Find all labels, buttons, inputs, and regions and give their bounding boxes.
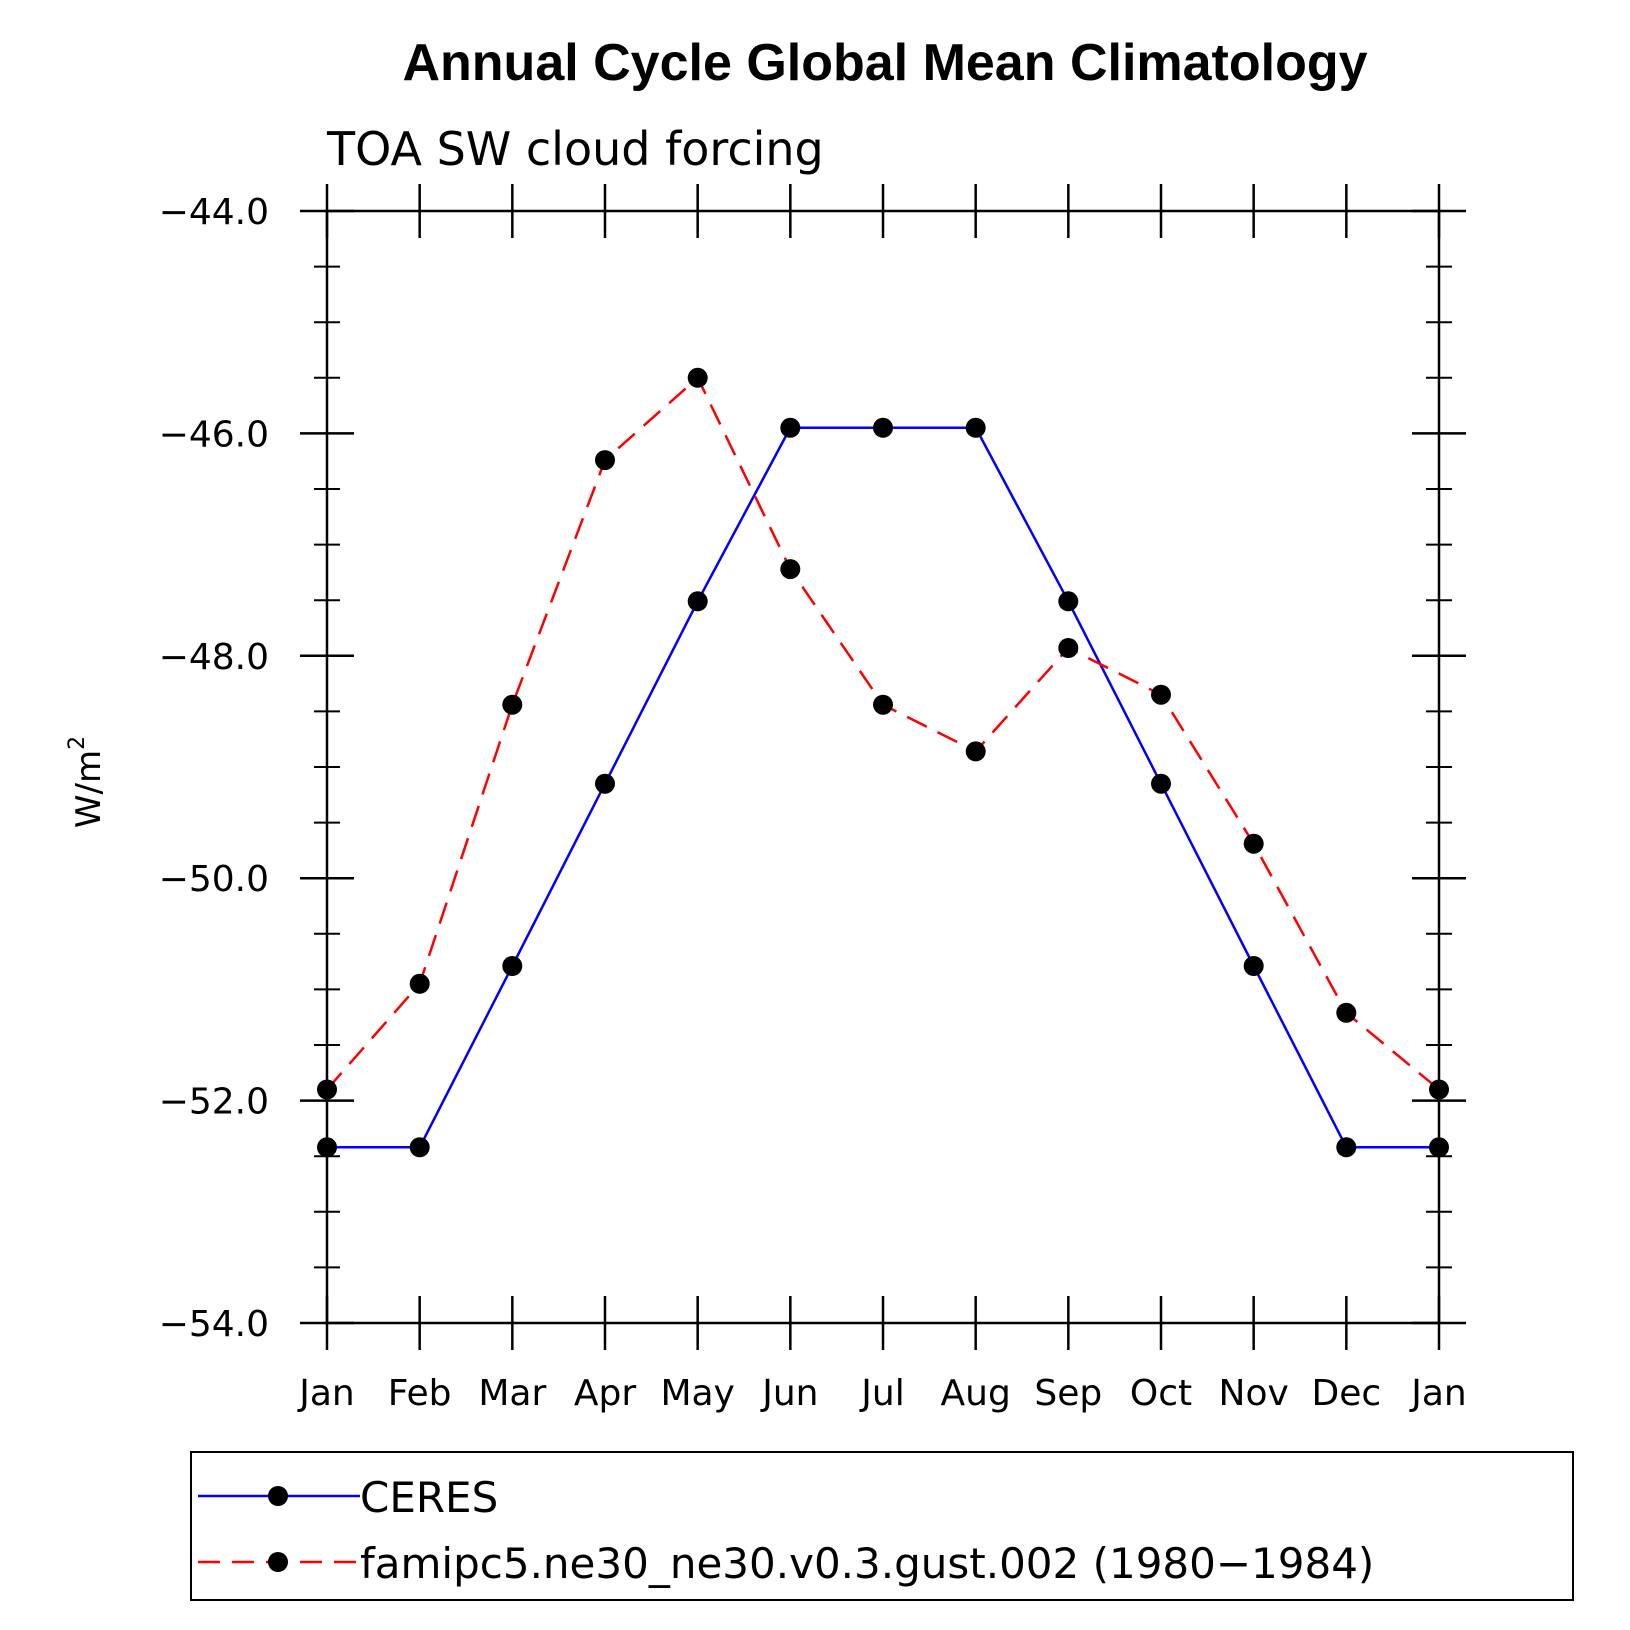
- y-axis-label: W/m2: [65, 736, 109, 828]
- data-point-series-0: [595, 773, 615, 794]
- legend-box: [190, 1451, 1574, 1601]
- data-point-series-0: [1151, 773, 1171, 794]
- series-lines: [326, 375, 1440, 1149]
- data-point-series-1: [1336, 1002, 1357, 1023]
- series-line-0: [327, 426, 1439, 1149]
- data-point-series-0: [965, 417, 986, 438]
- x-tick-label: Nov: [1219, 1373, 1289, 1414]
- legend-label-model: famipc5.ne30_ne30.v0.3.gust.002 (1980−19…: [360, 1539, 1374, 1588]
- data-point-series-0: [873, 417, 893, 438]
- y-tick-label: −44.0: [159, 192, 269, 233]
- data-point-series-1: [595, 450, 615, 471]
- legend-marker-ceres: [268, 1486, 288, 1506]
- data-point-series-0: [687, 591, 708, 612]
- data-point-series-0: [780, 417, 801, 438]
- legend-marker-model: [268, 1552, 288, 1572]
- data-point-series-1: [409, 973, 430, 994]
- x-tick-label: Mar: [478, 1373, 546, 1414]
- data-point-series-1: [502, 694, 523, 715]
- x-tick-label: Oct: [1130, 1373, 1192, 1414]
- data-point-series-0: [1336, 1137, 1357, 1158]
- data-point-series-0: [409, 1137, 430, 1158]
- x-tick-label: Aug: [941, 1373, 1011, 1414]
- y-axis-label-superscript: 2: [65, 736, 90, 750]
- x-tick-label: Jan: [1409, 1373, 1467, 1414]
- x-tick-label: Apr: [574, 1373, 636, 1414]
- data-point-series-1: [873, 694, 893, 715]
- y-axis-label-text: W/m: [69, 750, 109, 828]
- series-markers: [317, 367, 1449, 1158]
- y-tick-labels: −44.0 −46.0 −48.0 −50.0 −52.0 −54.0: [159, 192, 269, 1345]
- y-tick-label: −50.0: [159, 859, 269, 900]
- x-tick-label: Feb: [388, 1373, 452, 1414]
- y-tick-label: −52.0: [159, 1082, 269, 1123]
- chart-title: Annual Cycle Global Mean Climatology: [402, 34, 1367, 92]
- data-point-series-0: [1058, 591, 1079, 612]
- y-tick-label: −54.0: [159, 1304, 269, 1345]
- x-tick-labels: Jan Feb Mar Apr May Jun Jul Aug Sep Oct Nov Dec Jan: [297, 1373, 1467, 1414]
- y-tick-label: −48.0: [159, 637, 269, 678]
- y-tick-label: −46.0: [159, 414, 269, 455]
- x-tick-label: Jan: [297, 1373, 355, 1414]
- data-point-series-0: [502, 956, 523, 976]
- x-tick-label: Dec: [1311, 1373, 1381, 1414]
- chart-subtitle: TOA SW cloud forcing: [326, 122, 824, 176]
- x-tick-label: Jul: [859, 1373, 904, 1414]
- axis-ticks: [300, 184, 1466, 1350]
- x-tick-label: Sep: [1034, 1373, 1102, 1414]
- legend: CERES famipc5.ne30_ne30.v0.3.gust.002 (1…: [190, 1451, 1574, 1601]
- plot-frame: [325, 209, 1441, 1325]
- legend-label-ceres: CERES: [360, 1473, 498, 1522]
- svg-text:W/m2: W/m2: [65, 736, 109, 828]
- data-point-series-0: [1243, 956, 1264, 976]
- x-tick-label: Jun: [760, 1373, 818, 1414]
- data-point-series-1: [1058, 638, 1079, 658]
- x-tick-label: May: [660, 1373, 734, 1414]
- data-point-series-1: [965, 741, 986, 762]
- series-line-1: [326, 375, 1440, 1091]
- data-point-series-1: [1151, 684, 1171, 705]
- data-point-series-1: [687, 367, 708, 388]
- data-point-series-1: [1243, 833, 1264, 854]
- data-point-series-1: [780, 559, 801, 580]
